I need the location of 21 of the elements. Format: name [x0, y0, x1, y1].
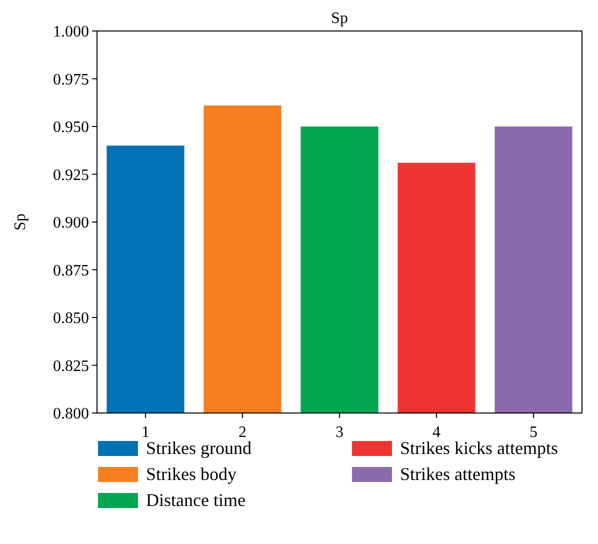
y-tick-label: 0.825: [53, 358, 89, 375]
x-tick-label: 4: [432, 424, 440, 441]
legend-label: Distance time: [146, 490, 246, 510]
y-tick-label: 0.850: [53, 310, 89, 328]
x-tick-label: 1: [142, 424, 150, 441]
y-tick-label: 1.000: [53, 24, 89, 41]
x-tick-label: 2: [238, 424, 246, 441]
legend-label: Strikes ground: [146, 438, 252, 458]
y-tick-label: 0.800: [53, 406, 89, 423]
y-tick-label: 0.900: [53, 214, 89, 232]
y-tick-label: 0.975: [53, 71, 89, 88]
y-axis-title: Sp: [12, 214, 29, 230]
y-tick-label: 0.950: [53, 119, 89, 136]
legend-label: Strikes kicks attempts: [400, 438, 558, 458]
y-tick-label: 0.925: [53, 166, 89, 184]
x-tick-label: 3: [336, 424, 344, 441]
chart-title: Sp: [331, 10, 348, 27]
legend-label: Strikes attempts: [400, 464, 516, 484]
y-tick-label: 0.875: [53, 262, 89, 280]
x-tick-label: 5: [530, 424, 538, 441]
legend-label: Strikes body: [146, 464, 237, 484]
